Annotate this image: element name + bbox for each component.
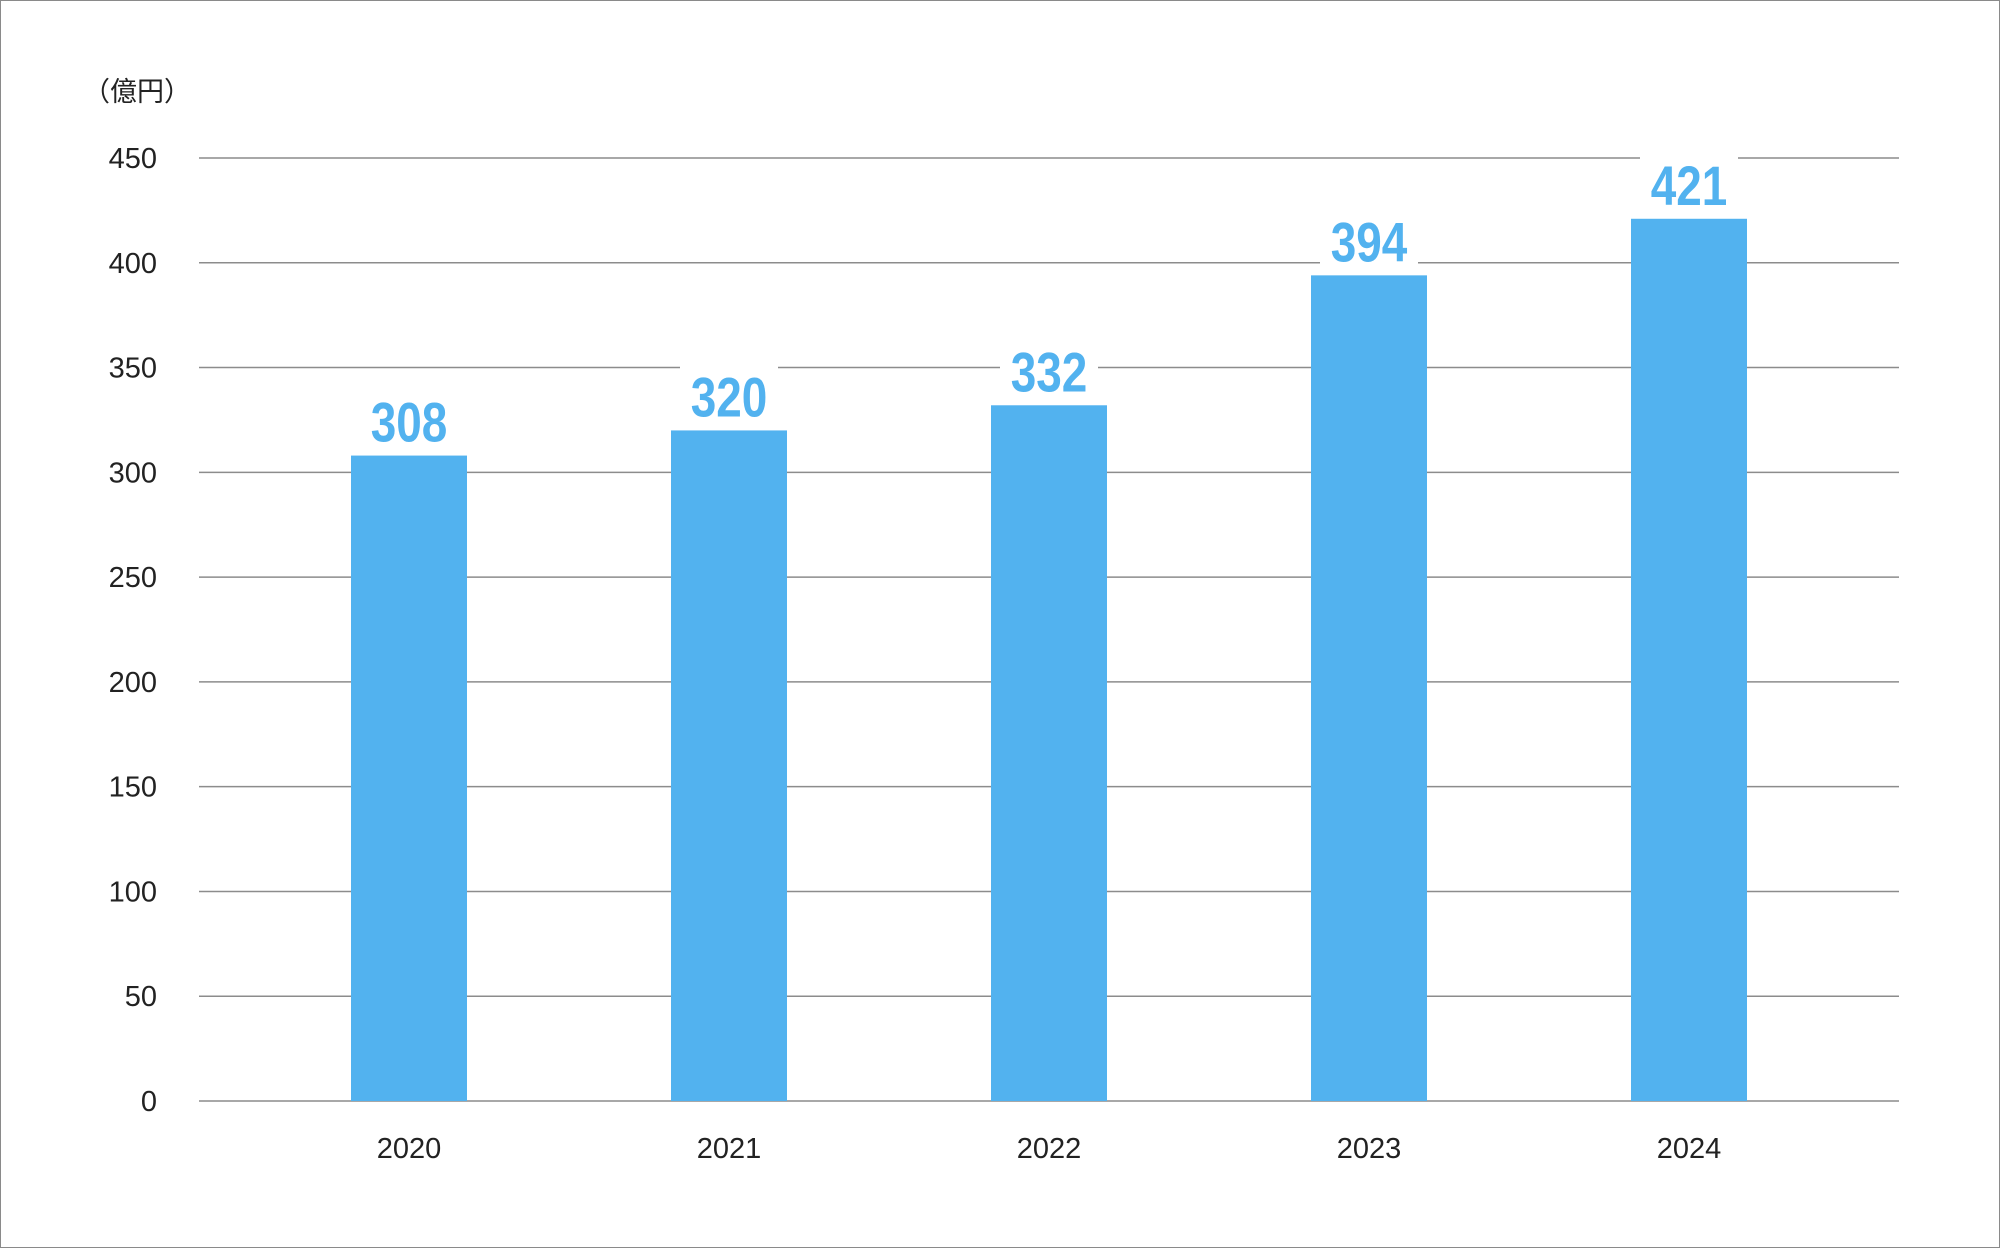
bar-2023 — [1311, 275, 1427, 1102]
bars: 308 320 332 394 421 — [351, 154, 1747, 1102]
data-label-background — [360, 391, 458, 448]
y-tick-label: 0 — [141, 1086, 157, 1118]
data-label-2020: 308 — [371, 391, 448, 453]
bar-2024 — [1631, 218, 1747, 1101]
data-label-background — [1640, 154, 1738, 211]
y-axis-ticks: 0 50 100 150 200 250 300 350 400 450 — [109, 143, 157, 1118]
y-tick-label: 50 — [125, 981, 157, 1013]
y-tick-label: 100 — [109, 876, 157, 908]
x-tick-label: 2021 — [697, 1133, 762, 1165]
data-label-2021: 320 — [691, 366, 768, 428]
x-tick-label: 2024 — [1657, 1133, 1722, 1165]
data-label-background — [1000, 341, 1098, 398]
y-tick-label: 350 — [109, 353, 157, 385]
x-tick-label: 2022 — [1017, 1133, 1082, 1165]
x-tick-label: 2020 — [377, 1133, 442, 1165]
bar-2020 — [351, 455, 467, 1102]
y-axis-unit-label: （億円） — [83, 77, 191, 108]
y-tick-label: 150 — [109, 772, 157, 804]
data-label-2023: 394 — [1331, 211, 1408, 273]
x-axis-ticks: 2020 2021 2022 2023 2024 — [377, 1133, 1722, 1165]
y-tick-label: 300 — [109, 457, 157, 489]
data-label-2024: 421 — [1651, 154, 1728, 216]
data-label-background — [1320, 211, 1418, 268]
y-tick-label: 250 — [109, 562, 157, 594]
x-tick-label: 2023 — [1337, 1133, 1402, 1165]
data-label-2022: 332 — [1011, 341, 1088, 403]
y-tick-label: 200 — [109, 667, 157, 699]
y-tick-label: 450 — [109, 143, 157, 175]
bar-2021 — [671, 430, 787, 1101]
y-tick-label: 400 — [109, 248, 157, 280]
bar-2022 — [991, 405, 1107, 1102]
data-label-background — [680, 366, 778, 423]
